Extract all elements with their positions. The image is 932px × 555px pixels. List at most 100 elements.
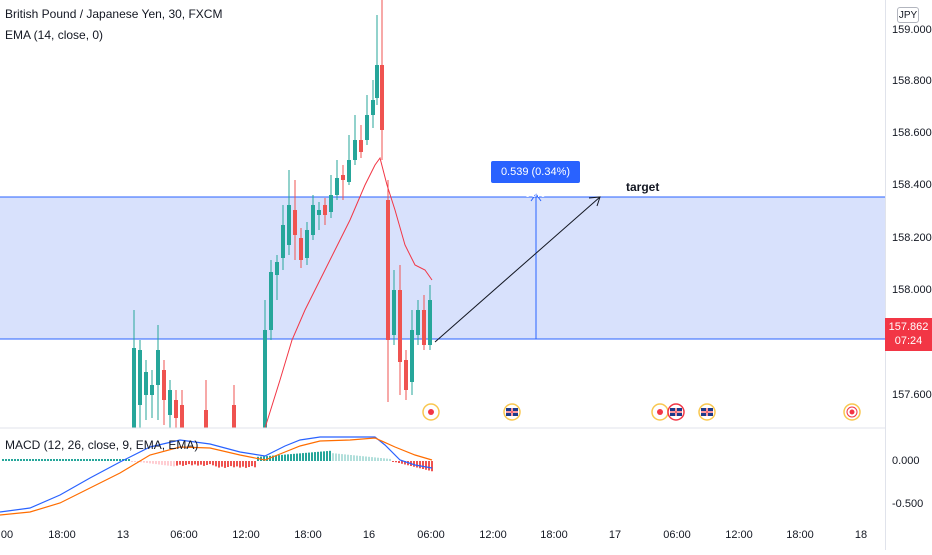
- candle-body[interactable]: [335, 178, 339, 195]
- ema-indicator-label[interactable]: EMA (14, close, 0): [5, 28, 104, 42]
- macd-histogram-bar: [377, 457, 379, 461]
- candle-body[interactable]: [168, 390, 172, 415]
- last-price-badge[interactable]: 157.862 07:24: [885, 318, 932, 351]
- candle-body[interactable]: [204, 410, 208, 428]
- macd-histogram-bar: [176, 461, 178, 466]
- macd-histogram-bar: [131, 461, 133, 462]
- candle-body[interactable]: [422, 310, 426, 345]
- candle-body[interactable]: [263, 330, 267, 428]
- candle-body[interactable]: [353, 140, 357, 160]
- candle-body[interactable]: [398, 290, 402, 362]
- candle-body[interactable]: [329, 195, 333, 212]
- candle-body[interactable]: [299, 238, 303, 260]
- event-dot-icon[interactable]: [651, 403, 669, 421]
- candle-body[interactable]: [305, 230, 309, 258]
- macd-histogram-bar: [83, 459, 85, 461]
- macd-histogram-bar: [356, 455, 358, 461]
- candle-body[interactable]: [371, 100, 375, 115]
- macd-indicator-label[interactable]: MACD (12, 26, close, 9, EMA, EMA): [5, 438, 199, 452]
- time-label: 12:00: [479, 529, 507, 541]
- macd-histogram-bar: [320, 451, 322, 461]
- macd-histogram-bar: [431, 461, 433, 472]
- macd-histogram-bar: [50, 459, 52, 461]
- macd-histogram-bar: [329, 450, 331, 461]
- macd-histogram-bar: [56, 459, 58, 461]
- macd-histogram-bar: [95, 459, 97, 461]
- candle-body[interactable]: [174, 400, 178, 418]
- target-label[interactable]: target: [626, 180, 660, 194]
- candle-body[interactable]: [341, 175, 345, 180]
- candle-body[interactable]: [311, 205, 315, 235]
- macd-histogram-bar: [248, 461, 250, 467]
- macd-histogram-bar: [311, 452, 313, 461]
- macd-histogram-bar: [158, 461, 160, 465]
- price-axis-label: 159.000: [892, 24, 932, 36]
- chart-area[interactable]: British Pound / Japanese Yen, 30, FXCM E…: [0, 0, 885, 550]
- candle-body[interactable]: [150, 385, 154, 395]
- macd-histogram-bar: [263, 456, 265, 461]
- candle-body[interactable]: [293, 210, 297, 235]
- target-zone-rectangle[interactable]: [0, 197, 885, 339]
- ema-line[interactable]: [264, 156, 433, 429]
- macd-histogram-bar: [299, 453, 301, 461]
- candle-body[interactable]: [275, 262, 279, 275]
- macd-histogram-bar: [278, 455, 280, 461]
- macd-histogram-bar: [155, 461, 157, 465]
- macd-histogram-bar: [86, 459, 88, 461]
- macd-histogram-bar: [404, 461, 406, 465]
- trend-arrow-line[interactable]: [434, 196, 601, 343]
- candle-body[interactable]: [162, 370, 166, 400]
- candle-body[interactable]: [180, 405, 184, 428]
- macd-histogram-bar: [428, 461, 430, 471]
- candle-body[interactable]: [156, 350, 160, 385]
- time-label: 06:00: [663, 529, 691, 541]
- candle-body[interactable]: [281, 225, 285, 258]
- macd-histogram-bar: [14, 459, 16, 461]
- event-dot-icon[interactable]: [843, 403, 861, 421]
- candle-body[interactable]: [317, 210, 321, 215]
- macd-histogram-bar: [227, 461, 229, 467]
- macd-histogram-bar: [149, 461, 151, 464]
- price-axis[interactable]: [885, 0, 932, 550]
- measure-label[interactable]: 0.539 (0.34%) 53.9: [491, 161, 580, 200]
- candle-body[interactable]: [144, 372, 148, 395]
- candle-body[interactable]: [323, 205, 327, 215]
- macd-histogram-bar: [113, 459, 115, 461]
- macd-histogram-bar: [32, 459, 34, 461]
- symbol-title[interactable]: British Pound / Japanese Yen, 30, FXCM: [5, 7, 223, 21]
- candle-body[interactable]: [287, 205, 291, 245]
- currency-badge[interactable]: JPY: [897, 7, 919, 23]
- candle-body[interactable]: [428, 300, 432, 345]
- time-label: 13: [116, 529, 130, 541]
- uk-flag-icon[interactable]: [667, 403, 685, 421]
- candle-body[interactable]: [232, 405, 236, 428]
- candle-body[interactable]: [410, 330, 414, 382]
- price-chart[interactable]: [0, 0, 885, 550]
- time-label: 18:00: [48, 529, 76, 541]
- candle-body[interactable]: [392, 290, 396, 335]
- macd-line[interactable]: [0, 436, 433, 513]
- candle-body[interactable]: [416, 310, 420, 335]
- candle-body[interactable]: [359, 140, 363, 152]
- candle-body[interactable]: [375, 65, 379, 98]
- candle-body[interactable]: [404, 360, 408, 390]
- macd-histogram-bar: [197, 461, 199, 466]
- macd-histogram-bar: [200, 461, 202, 465]
- candle-body[interactable]: [380, 65, 384, 130]
- macd-histogram-bar: [401, 461, 403, 464]
- uk-flag-icon[interactable]: [503, 403, 521, 421]
- signal-line[interactable]: [0, 437, 433, 516]
- candle-body[interactable]: [138, 350, 142, 405]
- candle-body[interactable]: [386, 200, 390, 340]
- candle-body[interactable]: [365, 115, 369, 140]
- candle-body[interactable]: [347, 160, 351, 182]
- macd-histogram-bar: [152, 461, 154, 464]
- macd-histogram-bar: [116, 459, 118, 461]
- uk-flag-icon[interactable]: [698, 403, 716, 421]
- candle-body[interactable]: [132, 348, 136, 428]
- macd-histogram-bar: [188, 461, 190, 465]
- price-axis-label: 158.800: [892, 75, 932, 87]
- macd-histogram-bar: [107, 459, 109, 461]
- candle-body[interactable]: [269, 272, 273, 330]
- event-dot-icon[interactable]: [422, 403, 440, 421]
